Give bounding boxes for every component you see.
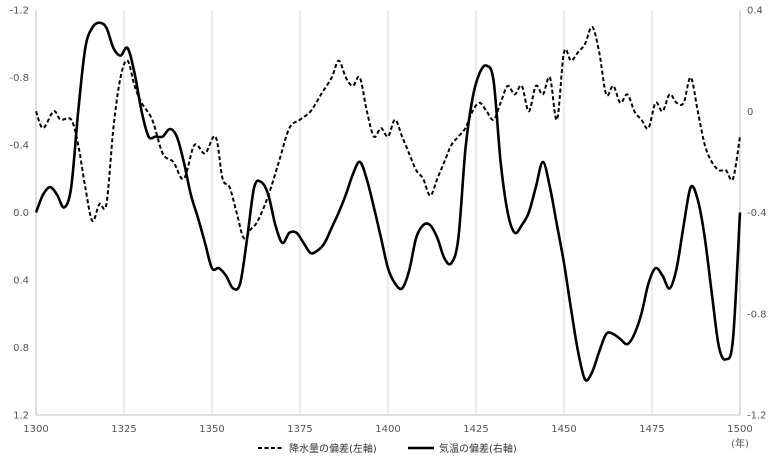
left-tick-label: 0.4 [13,276,29,287]
x-tick-label: 1500 [727,424,752,435]
legend-label: 降水量の偏差(左軸) [289,442,377,455]
left-tick-label: 0.0 [13,208,29,219]
left-axis-ticks: -1.2 -0.8 -0.4 0.0 0.4 0.8 1.2 [9,6,29,422]
right-axis-ticks: 0.4 0 -0.4 -0.8 -1.2 [747,6,767,422]
x-tick-label: 1450 [551,424,576,435]
x-tick-label: 1425 [463,424,488,435]
right-tick-label: -1.2 [747,411,767,422]
x-tick-label: 1300 [23,424,48,435]
left-tick-label: -1.2 [9,6,29,17]
legend: 降水量の偏差(左軸) 気温の偏差(右軸) [258,442,517,455]
grid [35,10,741,415]
left-tick-label: 1.2 [13,411,29,422]
x-tick-label: 1475 [639,424,664,435]
right-tick-label: -0.8 [747,309,767,320]
x-axis-ticks: 1300 1325 1350 1375 1400 1425 1450 1475 1500 [23,424,752,435]
right-tick-label: 0.4 [747,6,763,17]
series-line-precipitation [35,25,741,240]
series-layer [34,21,742,382]
x-tick-label: 1325 [111,424,136,435]
x-tick-label: 1350 [199,424,224,435]
x-tick-label: 1400 [375,424,400,435]
x-tick-label: 1375 [287,424,312,435]
left-tick-label: 0.8 [13,343,29,354]
legend-label: 気温の偏差(右軸) [439,442,517,455]
series-line-temperature [34,21,742,382]
left-tick-label: -0.8 [9,73,29,84]
left-tick-label: -0.4 [9,141,29,152]
right-tick-label: -0.4 [747,208,767,219]
right-tick-label: 0 [747,107,753,118]
x-axis-unit-label: (年) [731,437,749,450]
